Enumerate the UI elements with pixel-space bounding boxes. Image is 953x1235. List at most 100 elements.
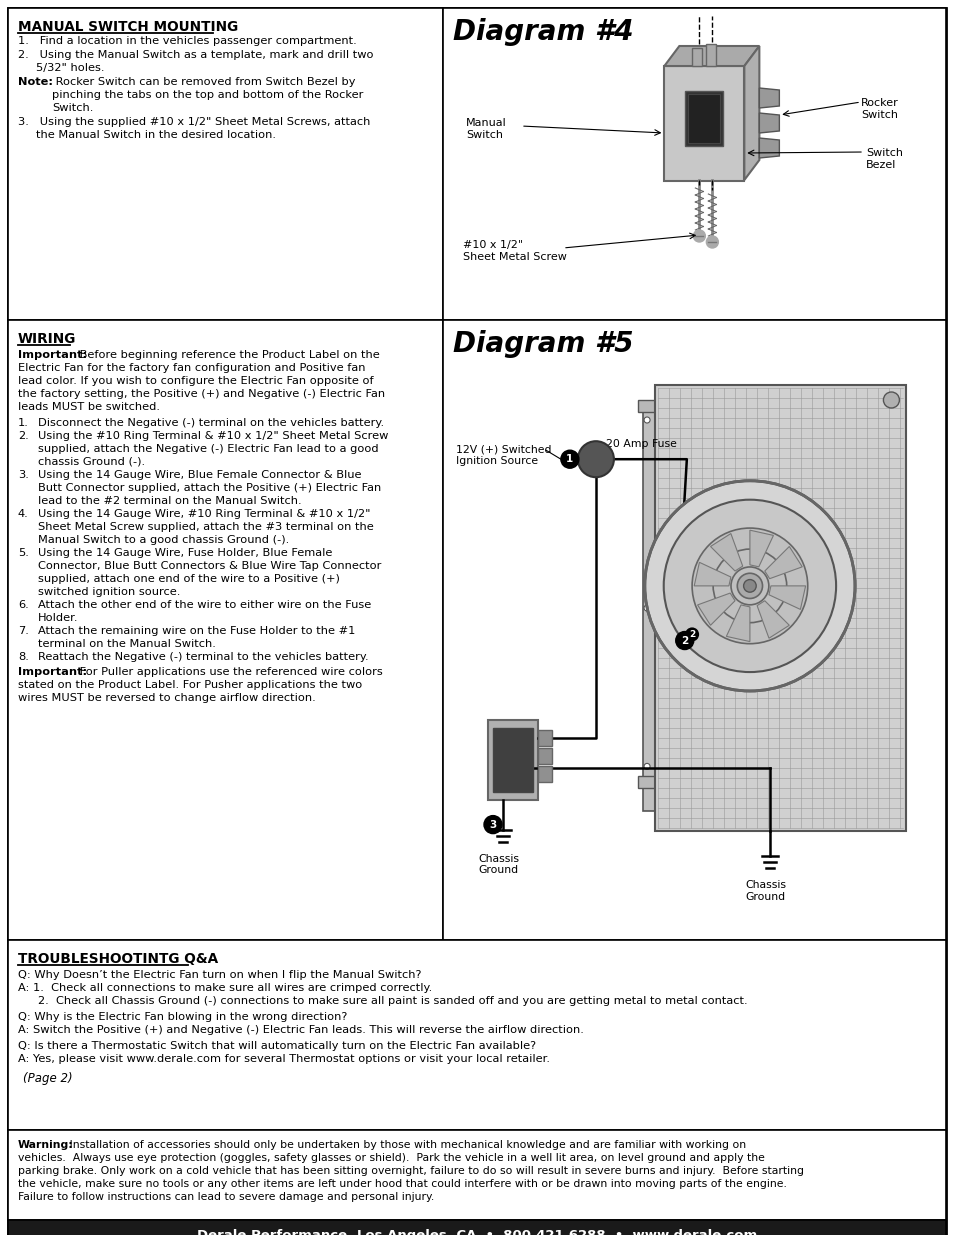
Text: 2.: 2. [18,431,29,441]
Polygon shape [759,112,779,133]
Text: Holder.: Holder. [38,613,78,622]
Text: switched ignition source.: switched ignition source. [38,587,180,597]
Text: Electric Fan: Electric Fan [700,630,763,641]
Text: Switch
Bezel: Switch Bezel [865,148,902,169]
Text: Using the #10 Ring Terminal & #10 x 1/2" Sheet Metal Screw: Using the #10 Ring Terminal & #10 x 1/2"… [38,431,388,441]
Circle shape [742,579,756,593]
Circle shape [713,550,786,622]
Bar [8,7,442,320]
Text: Using the 14 Gauge Wire, Blue Female Connector & Blue: Using the 14 Gauge Wire, Blue Female Con… [38,471,361,480]
Text: Positive (+): Positive (+) [686,618,749,627]
Text: Attach the other end of the wire to either wire on the Fuse: Attach the other end of the wire to eith… [38,600,371,610]
Text: TROUBLESHOOTINTG Q&A: TROUBLESHOOTINTG Q&A [18,952,218,966]
Polygon shape [725,605,749,642]
Text: Connector, Blue Butt Connectors & Blue Wire Tap Connector: Connector, Blue Butt Connectors & Blue W… [38,561,381,571]
Text: WIRING: WIRING [18,332,76,346]
Text: 8.: 8. [18,652,29,662]
Text: A: 1.  Check all connections to make sure all wires are crimped correctly.: A: 1. Check all connections to make sure… [18,983,432,993]
Bar [493,727,533,792]
Text: Reattach the Negative (-) terminal to the vehicles battery.: Reattach the Negative (-) terminal to th… [38,652,368,662]
Bar [488,720,537,799]
Text: 1.   Find a location in the vehicles passenger compartment.: 1. Find a location in the vehicles passe… [18,36,356,46]
Text: 5/32" holes.: 5/32" holes. [36,63,105,73]
Text: 2: 2 [688,630,695,638]
Text: 3.: 3. [18,471,29,480]
Bar [638,400,655,412]
Polygon shape [743,46,759,180]
Text: supplied, attach the Negative (-) Electric Fan lead to a good: supplied, attach the Negative (-) Electr… [38,445,378,454]
Text: 1: 1 [566,454,573,464]
Circle shape [675,631,693,650]
Text: Butt Connector supplied, attach the Positive (+) Electric Fan: Butt Connector supplied, attach the Posi… [38,483,381,493]
Text: Sheet Metal Screw supplied, attach the #3 terminal on the: Sheet Metal Screw supplied, attach the #… [38,522,374,532]
Text: leads MUST be switched.: leads MUST be switched. [18,403,160,412]
Bar [442,320,945,940]
Text: 12V (+) Switched: 12V (+) Switched [456,445,551,454]
Bar [8,1220,945,1235]
Circle shape [882,391,899,408]
Text: Derale Performance, Los Angeles, CA  •  800.421.6288  •  www.derale.com: Derale Performance, Los Angeles, CA • 80… [196,1230,757,1235]
Circle shape [643,605,649,611]
Circle shape [560,451,578,468]
Polygon shape [694,562,730,585]
Text: Note:: Note: [18,77,53,86]
Polygon shape [768,585,804,609]
Circle shape [705,236,718,248]
Bar [688,94,720,143]
Text: Q: Why is the Electric Fan blowing in the wrong direction?: Q: Why is the Electric Fan blowing in th… [18,1011,347,1023]
Text: A: Yes, please visit www.derale.com for several Thermostat options or visit your: A: Yes, please visit www.derale.com for … [18,1053,550,1065]
Text: (Page 2): (Page 2) [23,1072,72,1086]
Bar [442,7,945,320]
Polygon shape [757,600,788,638]
Circle shape [578,441,614,477]
Text: supplied, attach one end of the wire to a Positive (+): supplied, attach one end of the wire to … [38,574,339,584]
Circle shape [730,567,768,605]
Text: 20 Amp Fuse: 20 Amp Fuse [605,440,676,450]
Polygon shape [697,593,734,625]
Text: pinching the tabs on the top and bottom of the Rocker: pinching the tabs on the top and bottom … [52,90,363,100]
Text: lead to the #2 terminal on the Manual Switch.: lead to the #2 terminal on the Manual Sw… [38,496,301,506]
Circle shape [663,500,835,672]
Polygon shape [764,547,801,579]
Circle shape [483,815,501,834]
Text: Important:: Important: [18,667,87,677]
Text: Rocker Switch can be removed from Switch Bezel by: Rocker Switch can be removed from Switch… [52,77,355,86]
Text: 2.   Using the Manual Switch as a template, mark and drill two: 2. Using the Manual Switch as a template… [18,49,374,61]
Text: Using the 14 Gauge Wire, Fuse Holder, Blue Female: Using the 14 Gauge Wire, Fuse Holder, Bl… [38,548,332,558]
Text: 2: 2 [680,636,688,646]
Text: Manual
Switch: Manual Switch [465,119,506,140]
Text: Electric Fan for the factory fan configuration and Positive fan: Electric Fan for the factory fan configu… [18,363,365,373]
Bar [8,320,442,940]
Polygon shape [663,46,759,65]
Text: Failure to follow instructions can lead to severe damage and personal injury.: Failure to follow instructions can lead … [18,1192,434,1202]
Bar [663,65,743,182]
Text: Diagram #4: Diagram #4 [453,19,633,46]
Circle shape [693,230,704,242]
Text: A: Switch the Positive (+) and Negative (-) Electric Fan leads. This will revers: A: Switch the Positive (+) and Negative … [18,1025,583,1035]
Text: For Puller applications use the referenced wire colors: For Puller applications use the referenc… [76,667,382,677]
Polygon shape [710,534,742,571]
Text: wires MUST be reversed to change airflow direction.: wires MUST be reversed to change airflow… [18,693,315,703]
Text: chassis Ground (-).: chassis Ground (-). [38,457,145,467]
Text: Switch.: Switch. [52,103,93,112]
Bar [684,91,722,146]
Text: 4.: 4. [18,509,29,519]
Circle shape [691,529,807,643]
Text: Before beginning reference the Product Label on the: Before beginning reference the Product L… [76,350,379,359]
Text: 3.   Using the supplied #10 x 1/2" Sheet Metal Screws, attach: 3. Using the supplied #10 x 1/2" Sheet M… [18,117,370,127]
Text: Rocker
Switch: Rocker Switch [861,98,898,120]
Circle shape [643,417,649,424]
Text: Q: Is there a Thermostatic Switch that will automatically turn on the Electric F: Q: Is there a Thermostatic Switch that w… [18,1041,536,1051]
Text: Warning:: Warning: [18,1140,73,1150]
Text: MANUAL SWITCH MOUNTING: MANUAL SWITCH MOUNTING [18,20,238,35]
Text: vehicles.  Always use eye protection (goggles, safety glasses or shield).  Park : vehicles. Always use eye protection (gog… [18,1153,764,1163]
Polygon shape [749,530,773,567]
Text: Chassis
Ground: Chassis Ground [477,853,518,876]
Polygon shape [759,138,779,158]
Text: 7.: 7. [18,626,29,636]
Circle shape [643,763,649,769]
Text: Q: Why Doesn’t the Electric Fan turn on when I flip the Manual Switch?: Q: Why Doesn’t the Electric Fan turn on … [18,969,421,981]
Text: the vehicle, make sure no tools or any other items are left under hood that coul: the vehicle, make sure no tools or any o… [18,1179,786,1189]
Text: Attach the remaining wire on the Fuse Holder to the #1: Attach the remaining wire on the Fuse Ho… [38,626,355,636]
Circle shape [684,627,699,641]
